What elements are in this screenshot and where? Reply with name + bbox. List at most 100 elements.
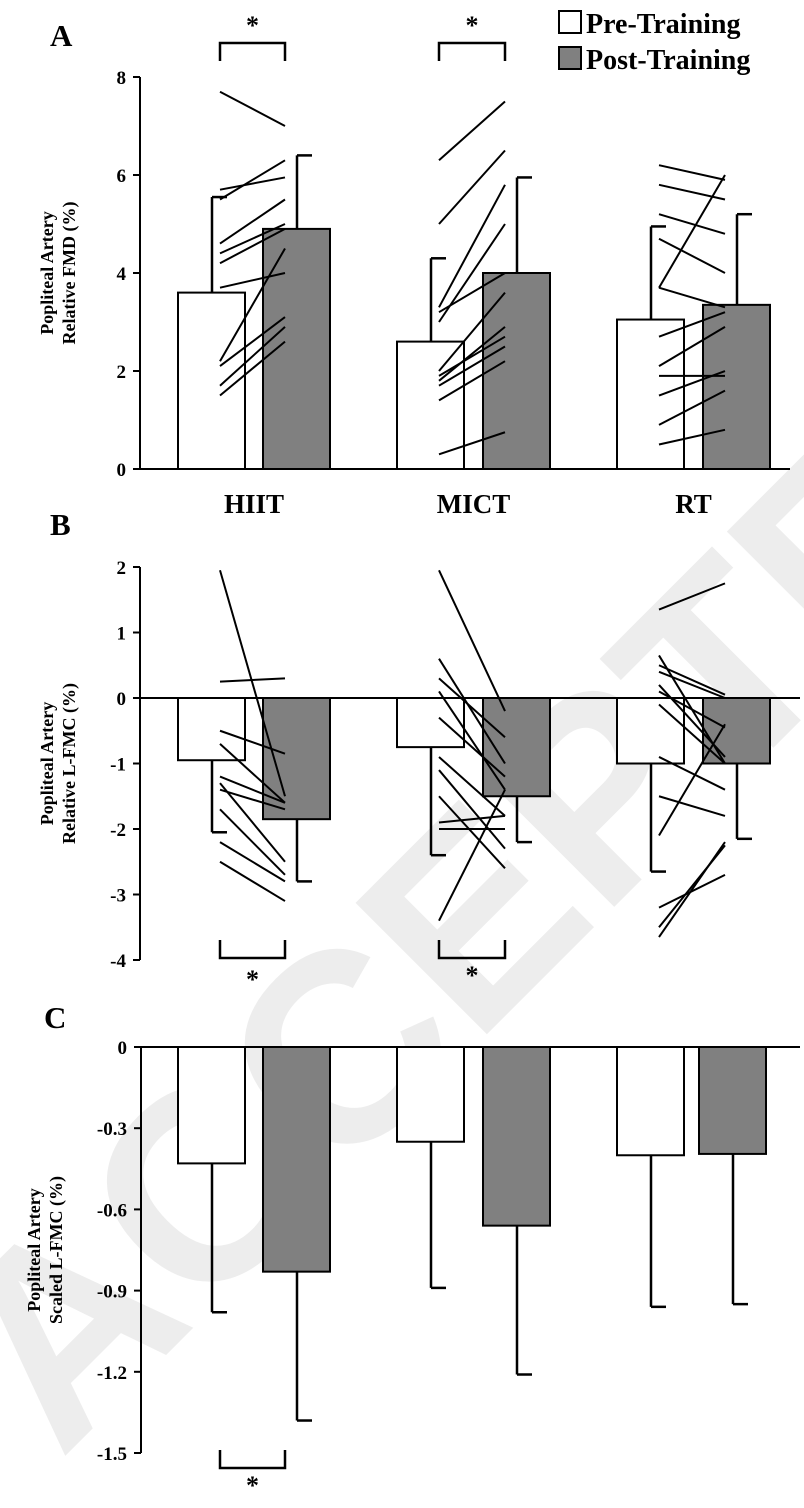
bar-hiit-post	[262, 1046, 331, 1273]
individual-line	[438, 690, 506, 791]
bar-hiit-pre	[177, 291, 246, 470]
category-label: MICT	[437, 489, 511, 519]
individual-line	[438, 569, 506, 712]
individual-line	[438, 360, 506, 402]
individual-line	[438, 769, 506, 850]
bar-mict-pre	[396, 697, 465, 749]
individual-line	[658, 690, 726, 729]
individual-line	[658, 703, 726, 765]
individual-line	[658, 756, 726, 791]
y-tick-label: -0.9	[97, 1282, 127, 1303]
legend-label-pre: Pre-Training	[586, 9, 741, 40]
individual-line	[219, 788, 286, 811]
bar-rt-pre	[616, 1046, 685, 1157]
individual-line	[219, 569, 286, 797]
category-label: RT	[675, 489, 712, 519]
significance-star: *	[466, 961, 479, 990]
individual-line	[219, 176, 286, 191]
individual-line	[658, 428, 726, 446]
individual-line	[658, 370, 726, 397]
individual-line	[438, 100, 506, 162]
y-tick-label: -1	[110, 755, 126, 776]
bar-hiit-pre	[177, 697, 246, 762]
individual-line	[658, 213, 726, 235]
individual-line	[438, 789, 506, 922]
individual-line	[219, 677, 286, 683]
individual-line	[438, 814, 506, 824]
significance-bracket	[218, 41, 287, 61]
individual-line	[219, 729, 286, 755]
significance-bracket	[437, 41, 507, 61]
chart-panel-b: B -4 -3 -2 -1 0 1 2 Popliteal Artery Relative L-F…	[37, 507, 800, 994]
y-tick-label: 1	[117, 624, 127, 645]
legend: Pre-Training Post-Training	[558, 9, 750, 76]
significance-star: *	[246, 1471, 259, 1500]
y-axis-label-line: Popliteal Artery	[37, 702, 57, 825]
bar-mict-post	[482, 272, 551, 470]
individual-line	[438, 326, 506, 382]
individual-line	[658, 237, 726, 274]
individual-line	[658, 723, 726, 837]
bar-hiit-post	[262, 227, 331, 470]
y-tick-label: -0.6	[97, 1200, 127, 1221]
y-tick-label: 0	[118, 1038, 128, 1059]
significance-bracket	[218, 940, 287, 960]
y-tick-label: 0	[117, 689, 127, 710]
y-tick-label: -0.3	[97, 1119, 127, 1140]
y-axis-label-line: Popliteal Artery	[24, 1188, 44, 1311]
y-tick-label: -4	[110, 951, 126, 972]
bar-mict-pre	[396, 340, 465, 471]
individual-line	[219, 272, 286, 289]
individual-line	[219, 743, 286, 804]
bar-mict-post	[482, 697, 551, 798]
panel-letter: C	[44, 1000, 66, 1035]
individual-line	[219, 782, 286, 863]
individual-line	[219, 775, 286, 804]
y-tick-label: -3	[110, 886, 126, 907]
y-axis-label: Popliteal Artery Relative L-FMC (%)	[37, 683, 80, 844]
y-tick-label: 4	[117, 264, 127, 285]
individual-line	[658, 311, 726, 338]
individual-line	[438, 431, 506, 456]
legend-swatch-post	[558, 46, 582, 70]
individual-line	[438, 149, 506, 225]
individual-line	[438, 716, 506, 778]
category-label: HIIT	[224, 489, 284, 519]
bar-rt-post	[702, 303, 771, 470]
y-tick-label: 8	[117, 68, 127, 89]
individual-line	[658, 174, 726, 289]
individual-line	[219, 90, 286, 127]
significance-star: *	[246, 965, 259, 994]
y-axis-label: Popliteal Artery Relative FMD (%)	[37, 202, 80, 345]
significance-star: *	[246, 11, 259, 40]
y-axis-label-line: Popliteal Artery	[37, 211, 57, 334]
individual-line	[438, 184, 506, 308]
individual-line	[219, 159, 286, 201]
individual-line	[219, 228, 286, 265]
individual-line	[658, 286, 726, 309]
individual-line	[219, 808, 286, 876]
y-tick-label: 6	[117, 166, 127, 187]
individual-line	[658, 670, 726, 699]
bar-mict-pre	[396, 1046, 465, 1143]
individual-line	[438, 345, 506, 387]
individual-line	[658, 183, 726, 201]
individual-line	[658, 664, 726, 696]
y-tick-label: 0	[117, 460, 127, 481]
legend-swatch-pre	[558, 10, 582, 34]
bar-rt-pre	[616, 318, 685, 470]
chart-panel-a: A 0 2 4 6 8 Popliteal Artery Relative FMD (%) HI…	[37, 11, 790, 519]
significance-bracket	[437, 940, 507, 960]
individual-line	[658, 389, 726, 426]
individual-line	[658, 164, 726, 181]
significance-star: *	[466, 11, 479, 40]
individual-line	[219, 316, 286, 367]
y-axis-label-line: Relative FMD (%)	[59, 202, 80, 345]
individual-line	[219, 340, 286, 397]
individual-line	[438, 658, 506, 765]
y-tick-label: -2	[110, 820, 126, 841]
individual-line	[219, 223, 286, 255]
panel-letter: A	[50, 18, 73, 53]
individual-line	[658, 582, 726, 611]
